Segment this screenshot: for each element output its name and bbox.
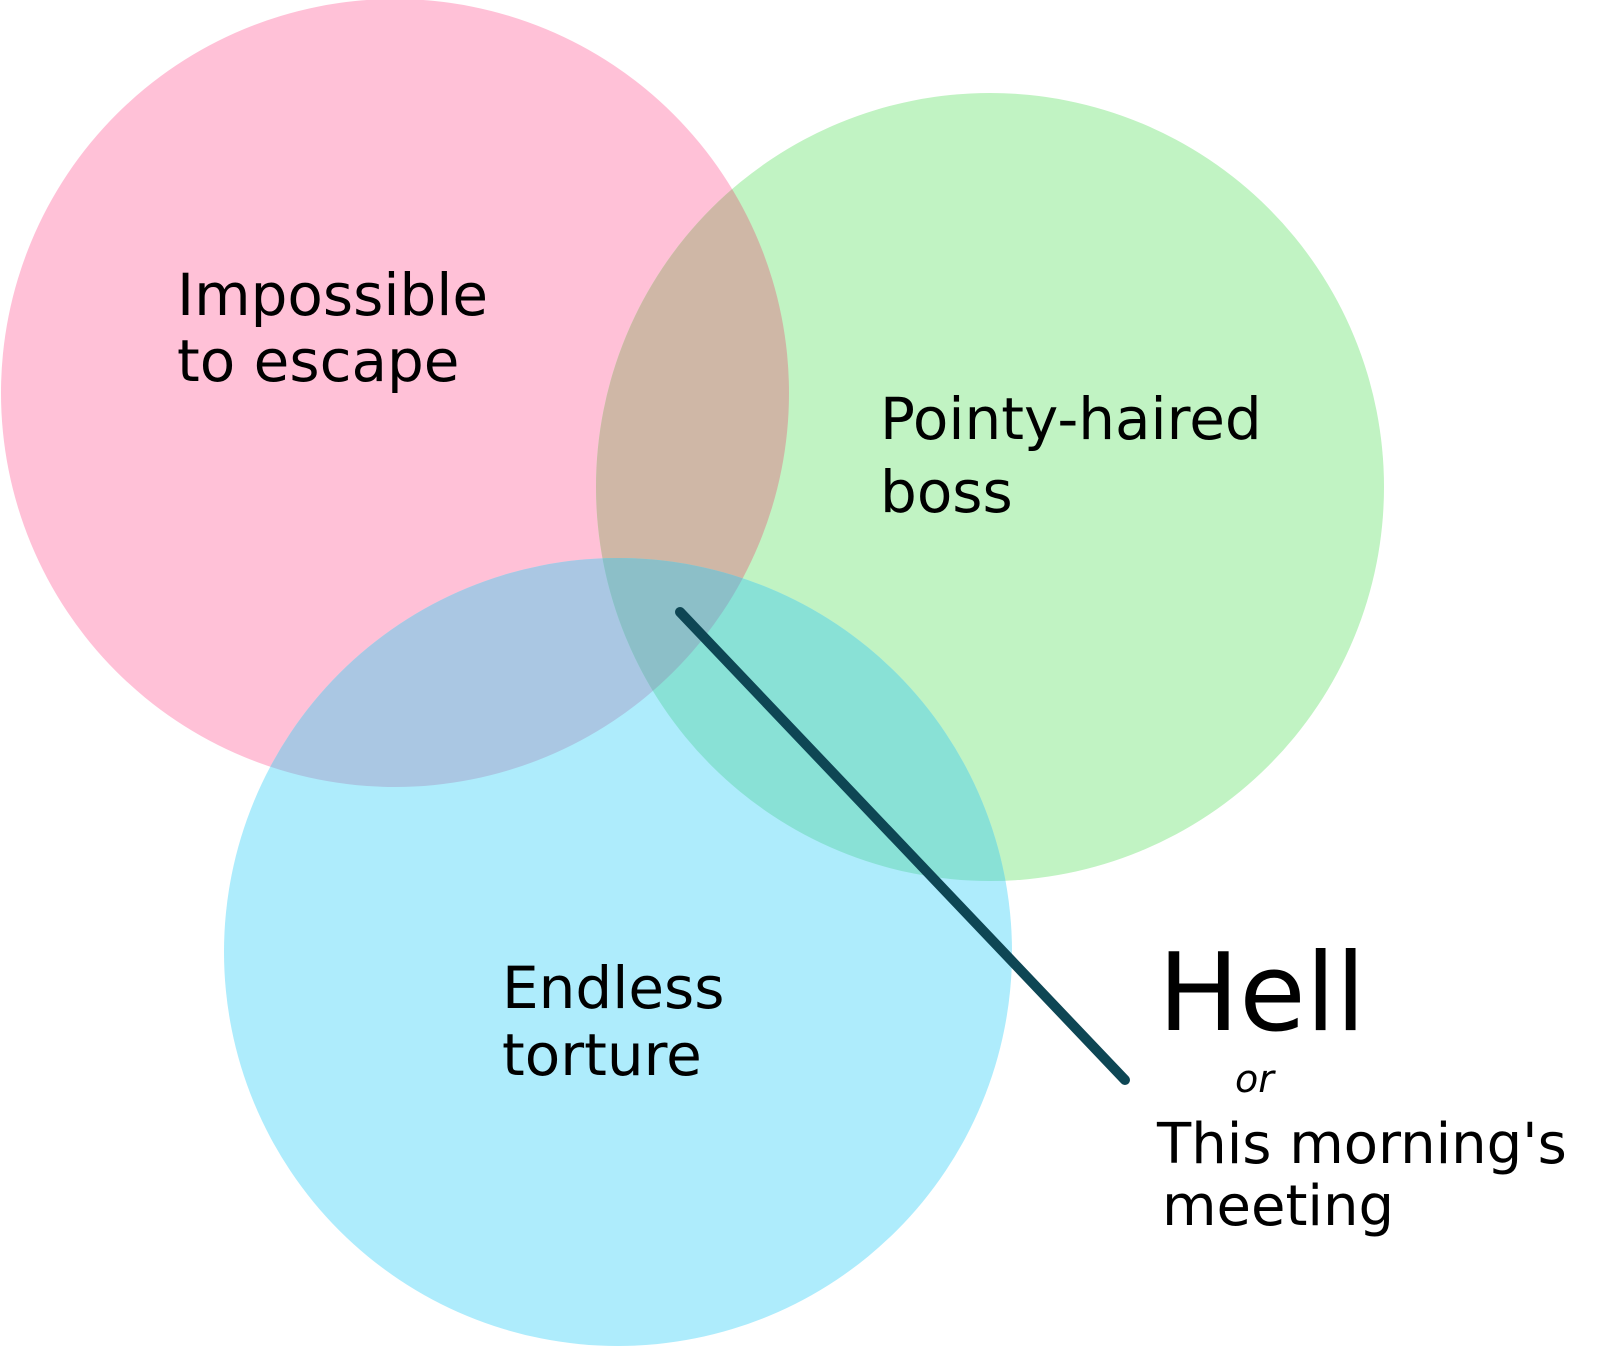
label-impossible-to-escape: Impossible to escape	[177, 261, 507, 395]
pointer-line	[675, 607, 1130, 1085]
overlap-escape-torture	[224, 558, 789, 787]
label-endless-torture: Endless torture	[502, 954, 743, 1089]
label-pointy-haired-boss: Pointy-haired boss	[880, 385, 1280, 526]
callout-title-hell: Hell	[1158, 931, 1366, 1056]
callout-connector-or: or	[1235, 1057, 1276, 1101]
callout-alternative: This morning's meeting	[1156, 1112, 1585, 1239]
